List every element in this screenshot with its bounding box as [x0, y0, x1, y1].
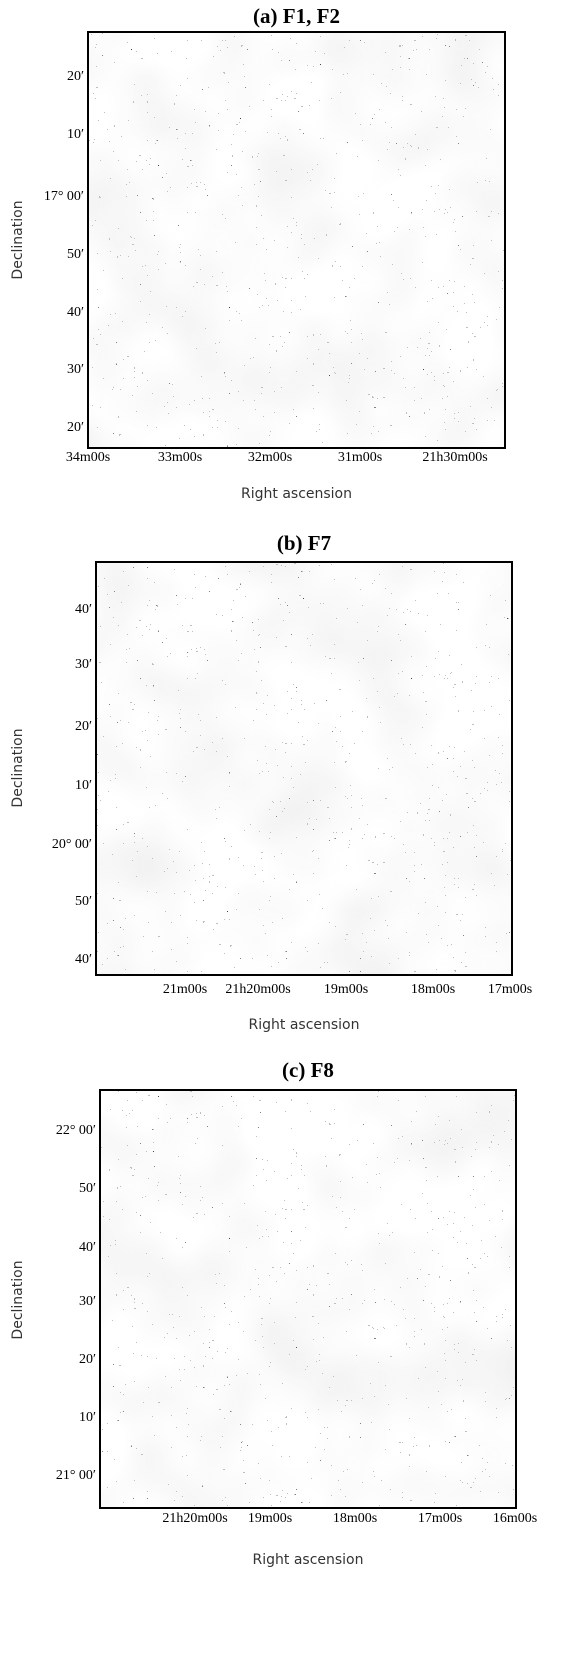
image-frame — [95, 561, 513, 976]
x-tick-label: 34m00s — [66, 450, 110, 465]
x-tick-label: 19m00s — [324, 982, 368, 997]
x-tick-label: 18m00s — [411, 982, 455, 997]
y-tick-label: 30′ — [67, 362, 84, 377]
y-tick-label: 20′ — [75, 719, 92, 734]
x-tick-label: 32m00s — [248, 450, 292, 465]
panel-title: (b) F7 — [277, 531, 331, 555]
panel-title: (c) F8 — [282, 1058, 334, 1082]
x-tick-label: 21h20m00s — [225, 982, 290, 997]
y-tick-label: 20′ — [79, 1352, 96, 1367]
x-axis-label: Right ascension — [253, 1552, 364, 1568]
y-tick-label: 50′ — [67, 247, 84, 262]
y-tick-label: 17° 00′ — [44, 189, 84, 204]
sky-haze — [88, 32, 505, 448]
y-tick-label: 40′ — [75, 602, 92, 617]
y-axis-label: Declination — [10, 728, 26, 807]
panel: (c) F8 22° 00′ 50′ 40′ 30′ 20′ 10′ 21° 00′ 21h20… — [10, 1058, 537, 1568]
y-tick-label: 50′ — [79, 1181, 96, 1196]
y-tick-label: 20° 00′ — [52, 837, 92, 852]
x-axis-label: Right ascension — [249, 1017, 360, 1033]
y-tick-label: 20′ — [67, 69, 84, 84]
panel: (a) F1, F2 20′ 10′ 17° 00′ 50′ 40′ 30′ 20′ 34m00… — [10, 4, 506, 502]
sky-haze — [100, 1090, 516, 1508]
x-tick-label: 21h30m00s — [422, 450, 487, 465]
y-tick-label: 10′ — [67, 127, 84, 142]
image-frame — [87, 31, 506, 449]
x-axis-label: Right ascension — [241, 486, 352, 502]
y-tick-label: 40′ — [79, 1240, 96, 1255]
y-tick-label: 50′ — [75, 894, 92, 909]
x-tick-label: 17m00s — [488, 982, 532, 997]
y-axis-label: Declination — [10, 200, 26, 279]
x-tick-label: 21h20m00s — [162, 1511, 227, 1526]
y-tick-label: 10′ — [75, 778, 92, 793]
y-tick-label: 40′ — [67, 305, 84, 320]
x-tick-label: 16m00s — [493, 1511, 537, 1526]
sky-haze — [96, 562, 512, 975]
y-tick-label: 40′ — [75, 952, 92, 967]
x-tick-label: 17m00s — [418, 1511, 462, 1526]
y-tick-label: 10′ — [79, 1410, 96, 1425]
y-tick-label: 30′ — [79, 1294, 96, 1309]
y-tick-label: 30′ — [75, 657, 92, 672]
x-tick-label: 31m00s — [338, 450, 382, 465]
panel: (b) F7 40′ 30′ 20′ 10′ 20° 00′ 50′ 40′ 21m00s 21h… — [10, 531, 532, 1033]
y-tick-label: 22° 00′ — [56, 1123, 96, 1138]
y-axis-label: Declination — [10, 1260, 26, 1339]
x-tick-label: 19m00s — [248, 1511, 292, 1526]
x-tick-label: 21m00s — [163, 982, 207, 997]
x-tick-label: 33m00s — [158, 450, 202, 465]
image-frame — [99, 1089, 517, 1509]
panel-title: (a) F1, F2 — [253, 4, 340, 28]
y-tick-label: 21° 00′ — [56, 1468, 96, 1483]
y-tick-label: 20′ — [67, 420, 84, 435]
x-tick-label: 18m00s — [333, 1511, 377, 1526]
